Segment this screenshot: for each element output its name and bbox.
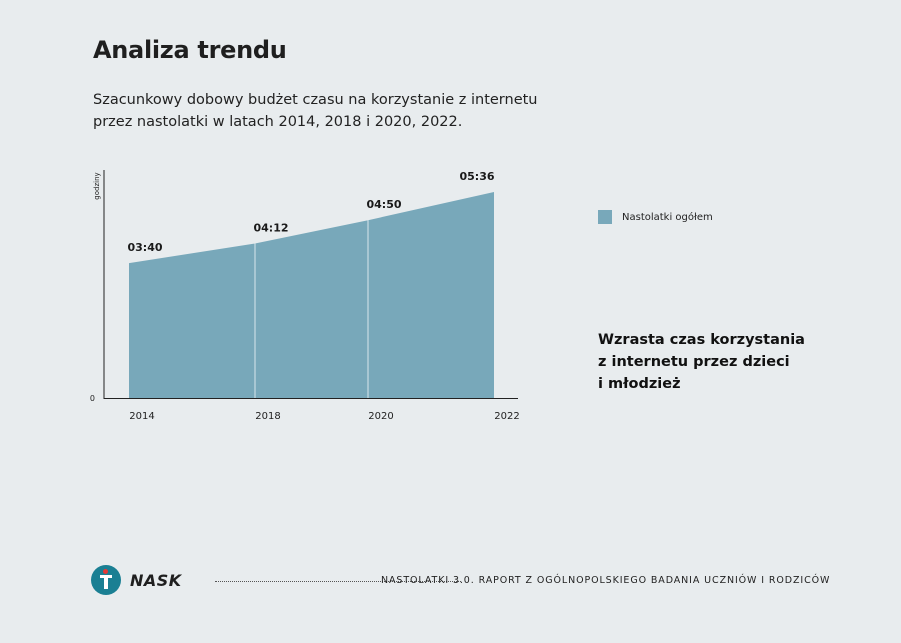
y-axis-label: godziny — [93, 172, 101, 199]
data-label-2022: 05:36 — [459, 170, 494, 183]
x-tick-label-2014: 2014 — [129, 411, 154, 422]
subtitle-line-1: Szacunkowy dobowy budżet czasu na korzys… — [93, 92, 538, 108]
footer-report-title: NASTOLATKI 3.0. RAPORT Z OGÓLNOPOLSKIEGO… — [381, 575, 831, 586]
area-series-nastolatki — [129, 192, 494, 398]
x-tick-label-2018: 2018 — [255, 411, 280, 422]
page-title: Analiza trendu — [93, 36, 287, 64]
y-tick-label: 0 — [90, 394, 95, 403]
footer: NASK NASTOLATKI 3.0. RAPORT Z OGÓLNOPOLS… — [91, 565, 829, 597]
data-label-2018: 04:12 — [253, 221, 288, 234]
x-tick-label-2020: 2020 — [368, 411, 393, 422]
callout-line-3: i młodzież — [598, 376, 681, 392]
data-label-2020: 04:50 — [366, 198, 401, 211]
callout-line-2: z internetu przez dzieci — [598, 354, 790, 370]
footer-divider — [215, 581, 461, 582]
legend-swatch — [598, 210, 612, 224]
legend-label: Nastolatki ogółem — [622, 211, 713, 223]
chart-subtitle: Szacunkowy dobowy budżet czasu na korzys… — [93, 89, 538, 133]
nask-logo-icon — [91, 565, 121, 595]
nask-logo-text: NASK — [130, 571, 182, 590]
callout-text: Wzrasta czas korzystania z internetu prz… — [598, 329, 838, 395]
x-tick-label-2022: 2022 — [494, 411, 519, 422]
callout-line-1: Wzrasta czas korzystania — [598, 332, 805, 348]
data-label-2014: 03:40 — [127, 241, 162, 254]
subtitle-line-2: przez nastolatki w latach 2014, 2018 i 2… — [93, 114, 463, 130]
chart-legend: Nastolatki ogółem — [598, 210, 713, 224]
